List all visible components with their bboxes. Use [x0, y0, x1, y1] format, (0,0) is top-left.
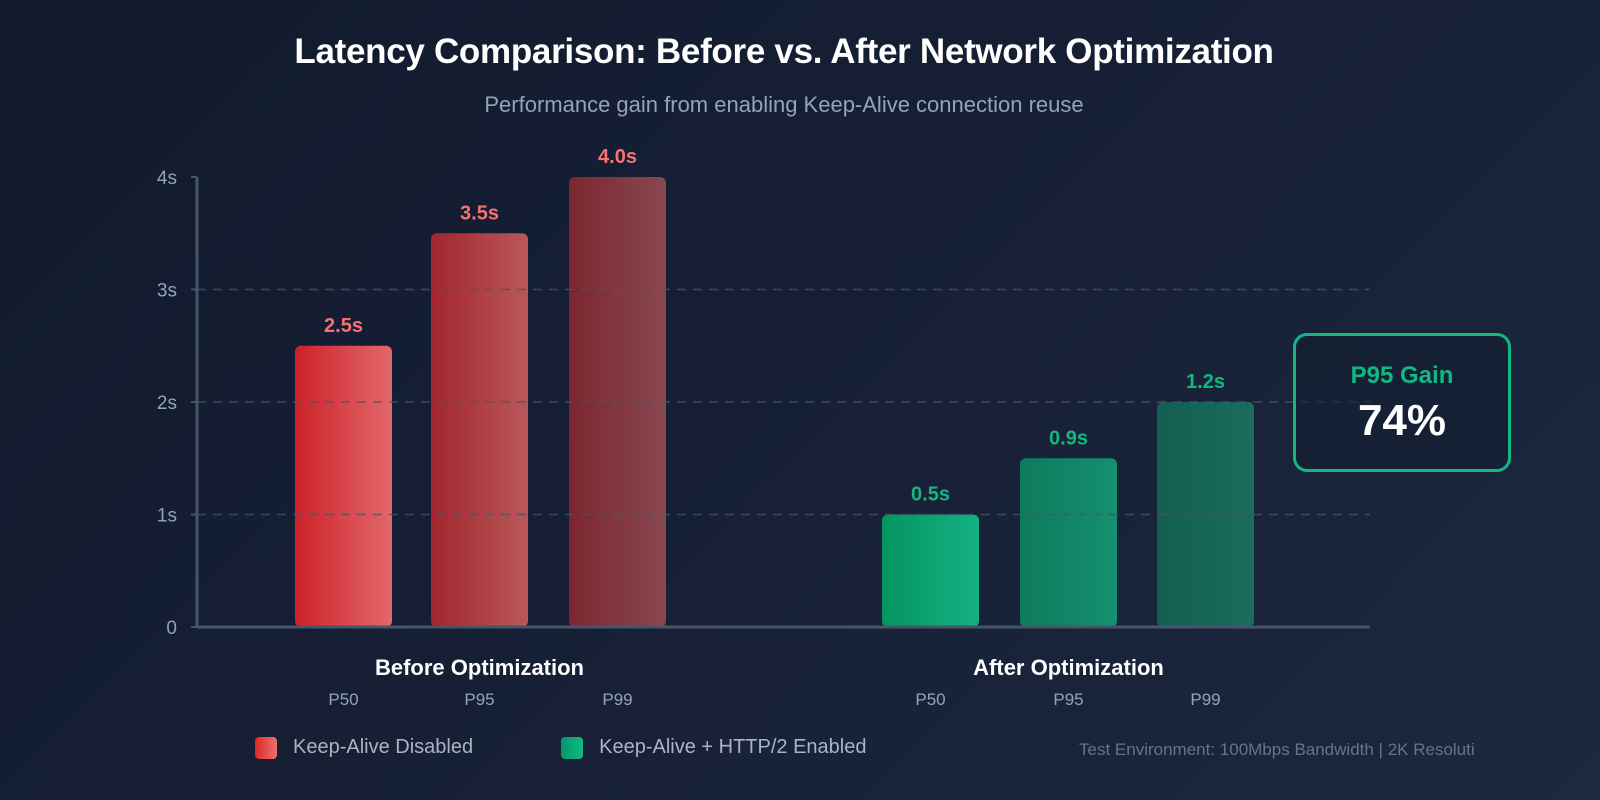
category-label: P50 — [915, 690, 945, 709]
bar — [882, 514, 979, 627]
y-tick-label: 1s — [157, 506, 177, 527]
category-label: P99 — [1190, 690, 1220, 709]
y-tick-label: 0 — [166, 618, 177, 639]
legend-label-enabled: Keep-Alive + HTTP/2 Enabled — [599, 736, 867, 758]
chart-subtitle: Performance gain from enabling Keep-Aliv… — [484, 92, 1084, 117]
bar-value-label: 4.0s — [598, 146, 637, 168]
y-tick-label: 2s — [157, 393, 177, 414]
bar-value-label: 0.9s — [1049, 427, 1088, 449]
category-label: P50 — [328, 690, 358, 709]
y-tick-label: 4s — [157, 168, 177, 189]
bar-value-label: 1.2s — [1186, 371, 1225, 393]
legend-swatch-disabled — [255, 736, 277, 759]
bar-value-label: 3.5s — [460, 202, 499, 224]
y-tick-label: 3s — [157, 281, 177, 302]
legend-swatch-enabled — [561, 736, 584, 759]
p95-gain-callout: P95 Gain 74% — [1293, 333, 1511, 472]
group-label: Before Optimization — [375, 655, 584, 680]
bar — [1020, 458, 1117, 627]
category-label: P95 — [1053, 690, 1083, 709]
bar — [431, 233, 528, 627]
legend-label-disabled: Keep-Alive Disabled — [293, 736, 474, 758]
category-label: P95 — [464, 690, 494, 709]
legend: Keep-Alive Disabled Keep-Alive + HTTP/2 … — [255, 736, 866, 759]
chart-title: Latency Comparison: Before vs. After Net… — [294, 32, 1274, 71]
gain-label: P95 Gain — [1350, 362, 1454, 389]
category-label: P99 — [602, 690, 632, 709]
bar-value-label: 0.5s — [911, 484, 950, 506]
bar-value-label: 2.5s — [324, 315, 363, 337]
group-label: After Optimization — [973, 655, 1164, 680]
bar — [295, 345, 392, 627]
footnote: Test Environment: 100Mbps Bandwidth | 2K… — [1079, 740, 1475, 759]
gain-value: 74% — [1357, 396, 1447, 445]
